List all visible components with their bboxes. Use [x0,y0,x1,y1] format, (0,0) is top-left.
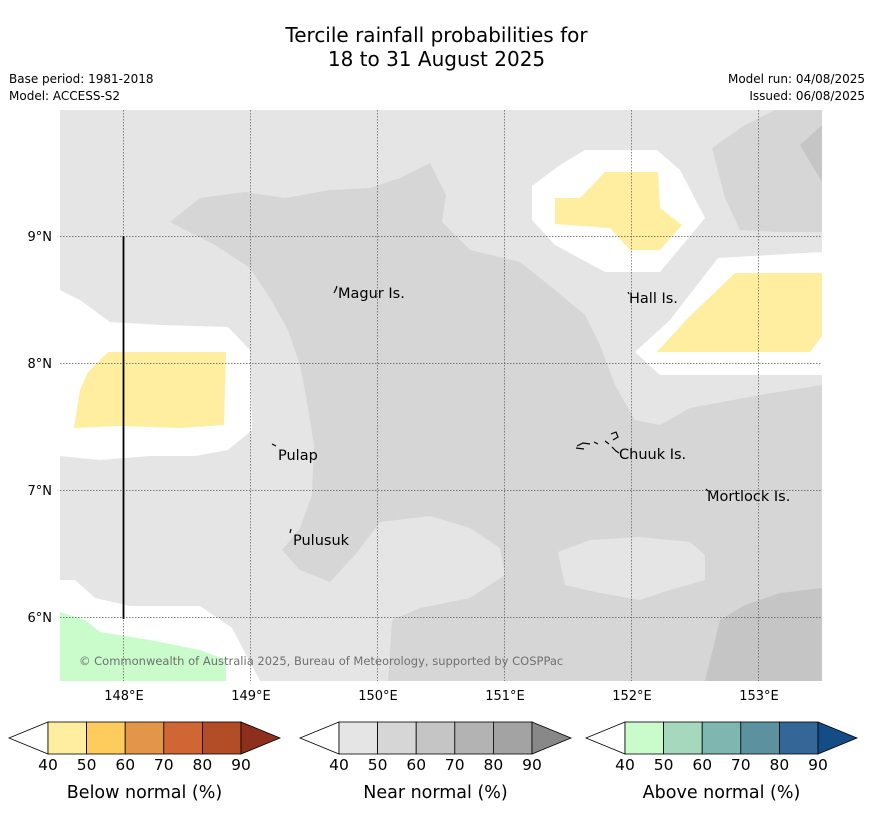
legend-color-box [701,721,742,755]
legend-tick-label: 50 [654,756,674,774]
legend-tick-label: 60 [406,756,426,774]
legend-title: Below normal (%) [67,783,222,803]
legend-color-box [86,721,126,755]
legend-over-triangle [531,721,573,755]
place-label-mortlock: Mortlock Is. [707,489,790,505]
legend-tick-label: 40 [615,756,635,774]
below-normal-40-ne [555,172,682,250]
legend-color-box [415,721,456,755]
map-title-line2: 18 to 31 August 2025 [327,47,546,71]
near-normal-50-east [712,110,822,232]
lon-label-150e: 150°E [358,689,398,704]
legend-tick-label: 70 [731,756,751,774]
legend-tick-label: 80 [484,756,504,774]
legend-tick-label: 50 [77,756,97,774]
issued-date: Issued: 06/08/2025 [749,89,865,103]
lat-label-7n: 7°N [28,484,53,499]
legend-color-box [663,721,703,755]
legend-color-box [201,721,242,755]
near-normal-40-pocket-east [558,537,705,600]
legend-over-triangle [240,721,282,755]
lat-label-6n: 6°N [28,611,53,626]
legend-under-triangle [584,721,626,755]
above-normal-40-sw [60,612,226,681]
model-run: Model run: 04/08/2025 [727,72,865,86]
lon-label-153e: 153°E [739,689,779,704]
legend-color-box [779,721,819,755]
lon-label-148e: 148°E [104,689,144,704]
base-period: Base period: 1981-2018 [9,72,154,86]
legend-color-box [624,721,664,755]
legend-under-triangle [298,721,340,755]
below-normal-40-east [657,273,822,352]
legend-color-box [740,721,780,755]
longitude-labels: 148°E 149°E 150°E 151°E 152°E 153°E [104,689,779,704]
below-normal-40-west [74,352,226,428]
legend-title: Above normal (%) [643,783,801,803]
legend-color-box [47,721,87,755]
near-normal-40-pocket-top [475,110,565,127]
model-name: Model: ACCESS-S2 [9,89,121,103]
legend-under-triangle [7,721,49,755]
legend-tick-label: 60 [692,756,712,774]
legend-tick-label: 40 [38,756,58,774]
legend-color-box [163,721,203,755]
lon-label-149e: 149°E [231,689,271,704]
island-marks [271,285,709,534]
copyright-notice: © Commonwealth of Australia 2025, Bureau… [79,654,563,668]
place-label-pulap: Pulap [278,448,318,464]
lon-label-151e: 151°E [485,689,525,704]
legend-tick-label: 40 [329,756,349,774]
legend-color-box [377,721,417,755]
legend-tick-label: 90 [522,756,542,774]
map-plot-area: © Commonwealth of Australia 2025, Bureau… [60,110,822,681]
near-normal-60-region-ne [800,125,822,182]
map-gridlines [60,110,822,681]
legend-color-box [454,721,494,755]
place-label-pulusuk: Pulusuk [293,533,350,549]
legend-color-box [492,721,533,755]
legend-over-triangle [817,721,859,755]
legend-color-box [124,721,165,755]
lat-label-8n: 8°N [28,357,53,372]
legend-title: Near normal (%) [363,783,508,803]
lon-label-152e: 152°E [612,689,652,704]
legend-above-normal: 40 50 60 70 80 90 Above normal (%) [584,721,859,803]
place-label-hall: Hall Is. [629,291,678,307]
legend-tick-label: 90 [808,756,828,774]
near-normal-60-region-se [705,588,822,681]
legend-below-normal: 40 50 60 70 80 90 Below normal (%) [7,721,282,803]
map-title-line1: Tercile rainfall probabilities for [285,23,588,47]
lat-label-9n: 9°N [28,230,53,245]
legend-tick-label: 50 [368,756,388,774]
legend-tick-label: 80 [770,756,790,774]
legend-tick-label: 70 [445,756,465,774]
legend-tick-label: 60 [115,756,135,774]
legend-near-normal: 40 50 60 70 80 90 Near normal (%) [298,721,573,803]
legend-tick-label: 80 [193,756,213,774]
legend-color-box [338,721,378,755]
latitude-labels: 9°N 8°N 7°N 6°N [28,230,53,626]
legend-tick-label: 90 [231,756,251,774]
legend-tick-label: 70 [154,756,174,774]
place-label-chuuk: Chuuk Is. [619,447,686,463]
place-label-magur: Magur Is. [338,286,405,302]
